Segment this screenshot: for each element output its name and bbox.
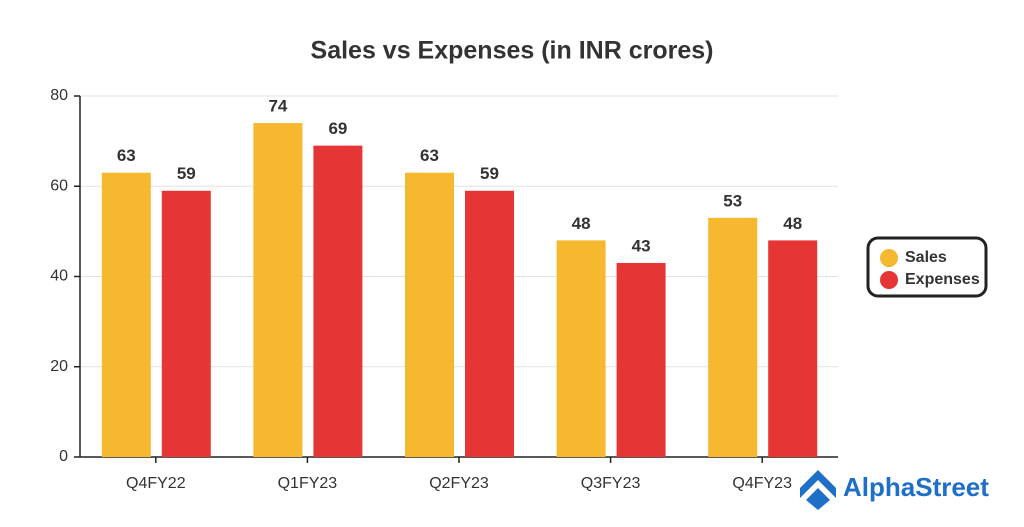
bar	[313, 145, 363, 457]
bar	[616, 262, 666, 457]
value-label: 74	[268, 97, 287, 116]
value-label: 59	[480, 164, 499, 183]
bar	[161, 190, 211, 457]
x-tick-label: Q4FY23	[732, 475, 792, 492]
logo-icon	[800, 470, 836, 498]
y-tick-label: 80	[50, 87, 68, 104]
y-tick-label: 60	[50, 177, 68, 194]
bar	[253, 123, 303, 457]
x-tick-label: Q3FY23	[581, 475, 641, 492]
legend-swatch	[880, 249, 898, 267]
bar	[556, 240, 606, 457]
bar	[405, 172, 454, 457]
logo-icon	[806, 488, 830, 510]
legend: Sales Expenses	[866, 236, 988, 298]
value-label: 53	[723, 191, 742, 210]
legend-label: Expenses	[905, 271, 980, 288]
value-label: 69	[328, 119, 347, 138]
y-tick-label: 20	[50, 358, 68, 375]
bar	[768, 240, 818, 457]
legend-label: Sales	[905, 249, 947, 266]
brand-logo: AlphaStreet	[800, 470, 989, 510]
x-tick-label: Q1FY23	[278, 475, 338, 492]
bar	[708, 217, 758, 457]
value-label: 63	[420, 146, 439, 165]
value-label: 59	[177, 164, 196, 183]
x-tick-label: Q4FY22	[126, 475, 186, 492]
bar	[465, 190, 514, 457]
brand-name: AlphaStreet	[843, 472, 989, 502]
value-label: 48	[572, 214, 591, 233]
value-label: 43	[632, 236, 651, 255]
value-label: 63	[117, 146, 136, 165]
bar	[101, 172, 151, 457]
y-tick-label: 0	[59, 448, 68, 465]
legend-swatch	[880, 271, 898, 289]
y-tick-label: 40	[50, 268, 68, 285]
x-tick-label: Q2FY23	[429, 475, 489, 492]
value-label: 48	[783, 214, 802, 233]
chart-title: Sales vs Expenses (in INR crores)	[311, 37, 714, 65]
